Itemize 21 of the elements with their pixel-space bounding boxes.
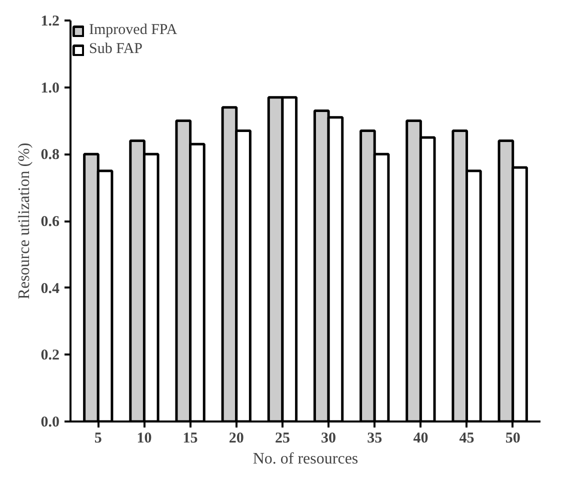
x-tick-label: 5 [94,430,102,446]
y-tick-label: 0.4 [40,280,60,297]
x-tick-label: 50 [505,430,520,446]
y-tick-label: 1.0 [40,80,60,96]
x-axis-title: No. of resources [252,450,358,468]
x-tick-label: 15 [182,430,198,446]
x-tick-label: 40 [413,430,428,446]
y-tick-label: 0.2 [40,348,60,364]
x-tick-label: 35 [367,430,382,446]
y-tick-label: 1.2 [40,14,60,30]
x-tick-label: 30 [321,430,336,446]
y-tick-label: 0.6 [40,214,60,230]
x-tick-label: 10 [136,430,152,446]
y-axis-title: Resource utilization (%) [16,142,33,300]
x-tick-label: 25 [274,430,290,446]
legend-label: Improved FPA [89,22,178,39]
x-tick-label: 45 [459,430,474,446]
legend-label: Sub FAP [89,41,142,58]
x-tick-label: 20 [228,430,244,446]
y-tick-label: 0.8 [40,147,60,164]
y-tick-label: 0.0 [40,414,60,430]
